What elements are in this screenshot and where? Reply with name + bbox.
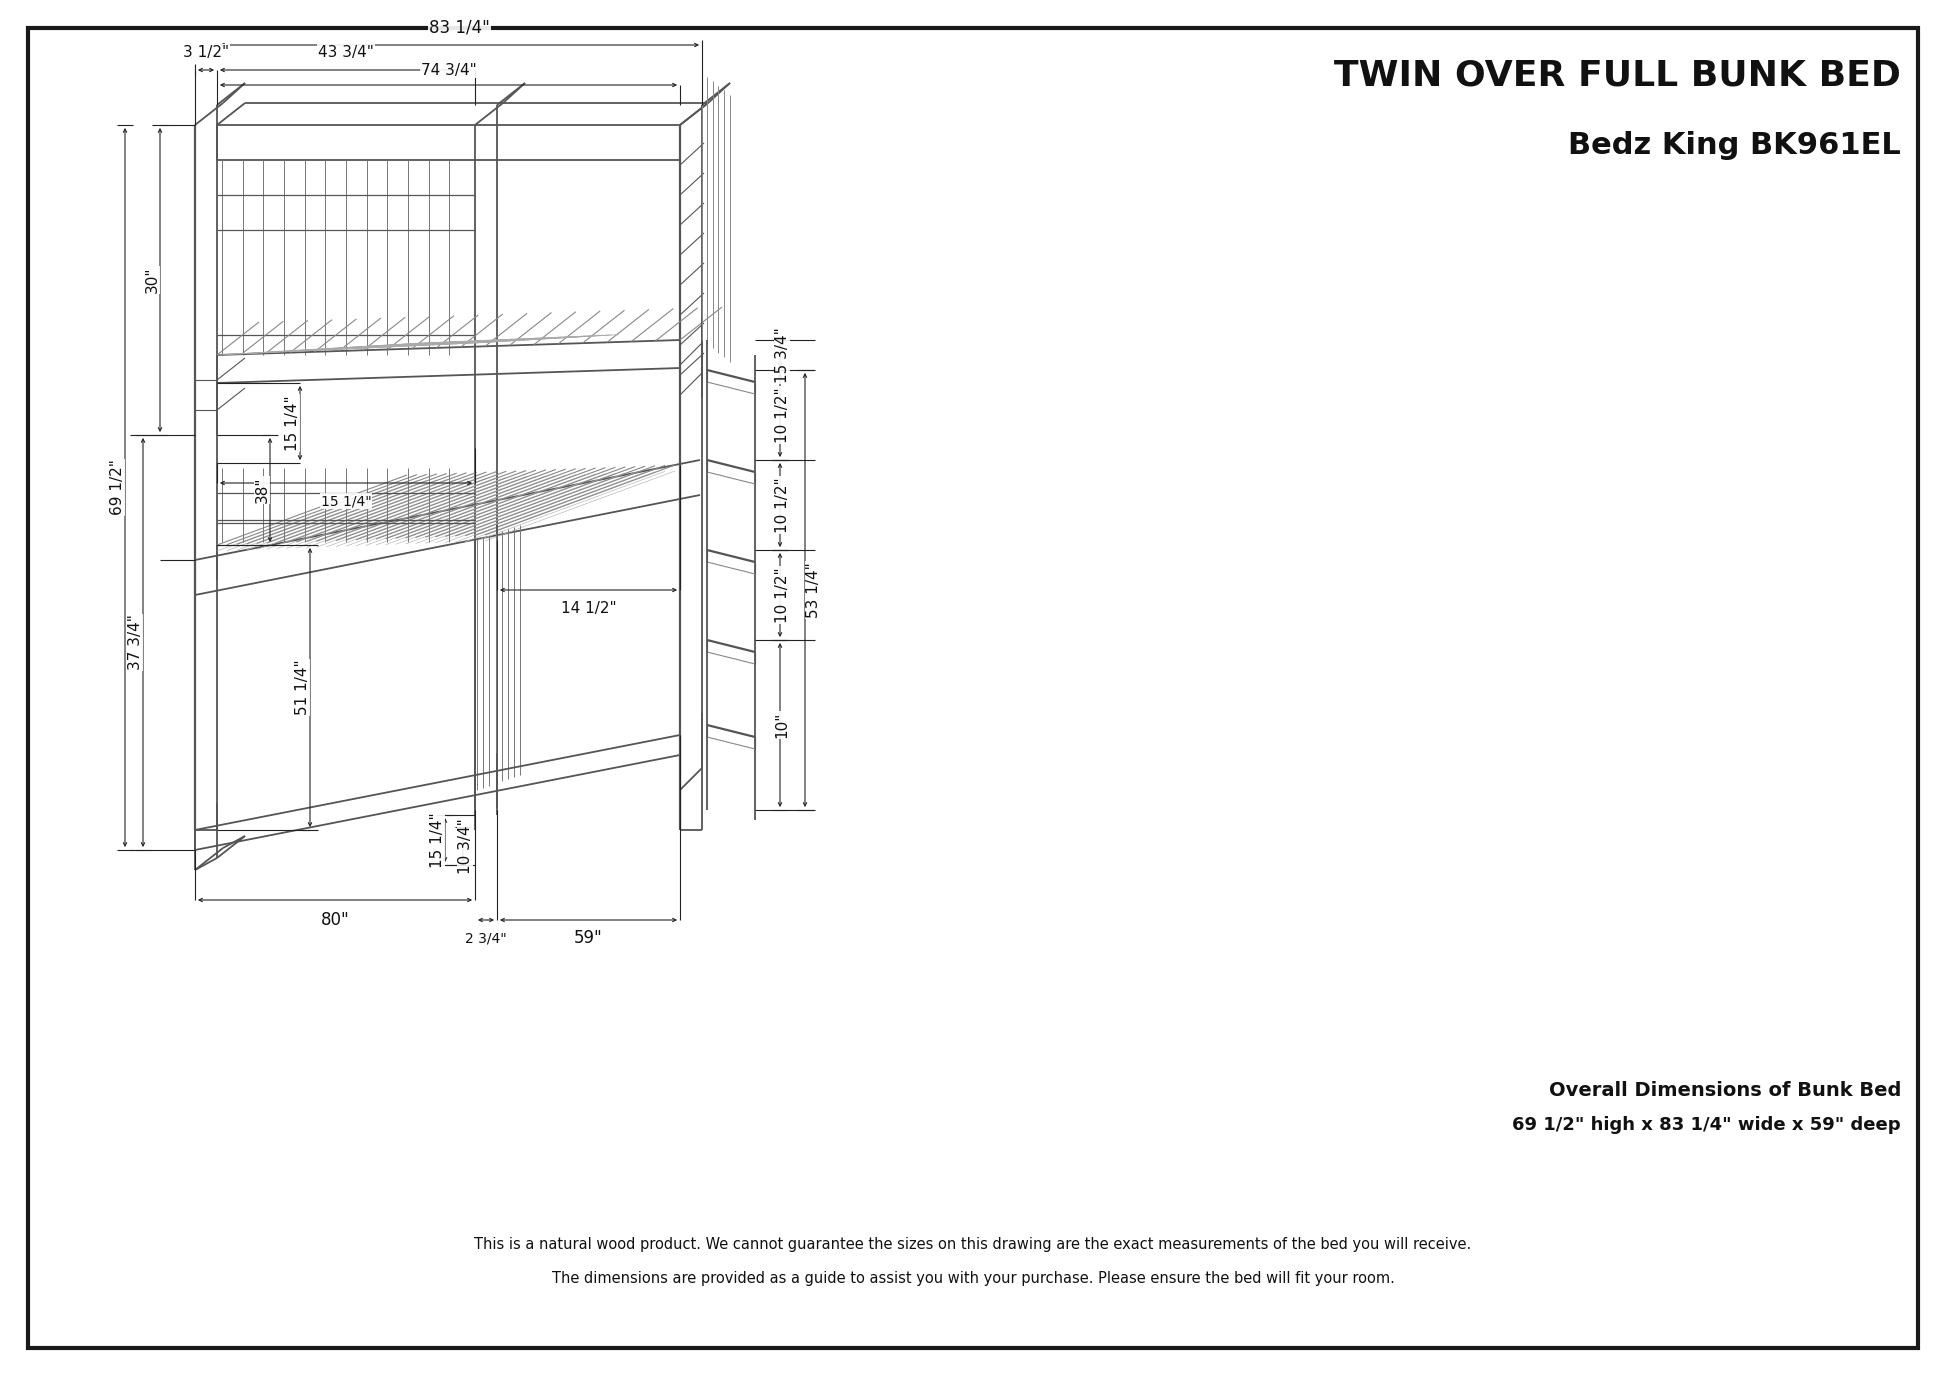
- Text: 74 3/4": 74 3/4": [420, 62, 477, 77]
- Text: 3 1/2": 3 1/2": [183, 44, 230, 59]
- Text: 51 1/4": 51 1/4": [294, 659, 309, 716]
- Text: 10 3/4": 10 3/4": [457, 819, 473, 874]
- Text: 2 3/4": 2 3/4": [465, 932, 506, 945]
- Text: 15 1/4": 15 1/4": [321, 494, 372, 508]
- Text: TWIN OVER FULL BUNK BED: TWIN OVER FULL BUNK BED: [1335, 58, 1901, 92]
- Text: 14 1/2": 14 1/2": [560, 600, 617, 615]
- Text: 38": 38": [255, 476, 269, 504]
- Text: 15 3/4": 15 3/4": [775, 327, 790, 383]
- Text: 43 3/4": 43 3/4": [317, 44, 374, 59]
- Text: 15 1/4": 15 1/4": [284, 395, 300, 451]
- Text: 69 1/2": 69 1/2": [109, 460, 125, 516]
- Text: 30": 30": [144, 267, 160, 293]
- Text: 15 1/4": 15 1/4": [430, 812, 444, 868]
- Text: 80": 80": [321, 911, 350, 929]
- Text: 10": 10": [775, 711, 790, 738]
- Text: 69 1/2" high x 83 1/4" wide x 59" deep: 69 1/2" high x 83 1/4" wide x 59" deep: [1512, 1116, 1901, 1134]
- Text: The dimensions are provided as a guide to assist you with your purchase. Please : The dimensions are provided as a guide t…: [551, 1270, 1395, 1285]
- Text: Overall Dimensions of Bunk Bed: Overall Dimensions of Bunk Bed: [1549, 1080, 1901, 1099]
- Text: 53 1/4": 53 1/4": [806, 563, 821, 618]
- Text: 10 1/2": 10 1/2": [775, 567, 790, 623]
- Text: This is a natural wood product. We cannot guarantee the sizes on this drawing ar: This is a natural wood product. We canno…: [475, 1237, 1471, 1252]
- Text: 10 1/2": 10 1/2": [775, 387, 790, 443]
- Text: 10 1/2": 10 1/2": [775, 477, 790, 533]
- Text: 59": 59": [574, 929, 603, 947]
- Text: 83 1/4": 83 1/4": [428, 18, 490, 36]
- Text: Bedz King BK961EL: Bedz King BK961EL: [1568, 131, 1901, 160]
- Text: 37 3/4": 37 3/4": [128, 615, 142, 670]
